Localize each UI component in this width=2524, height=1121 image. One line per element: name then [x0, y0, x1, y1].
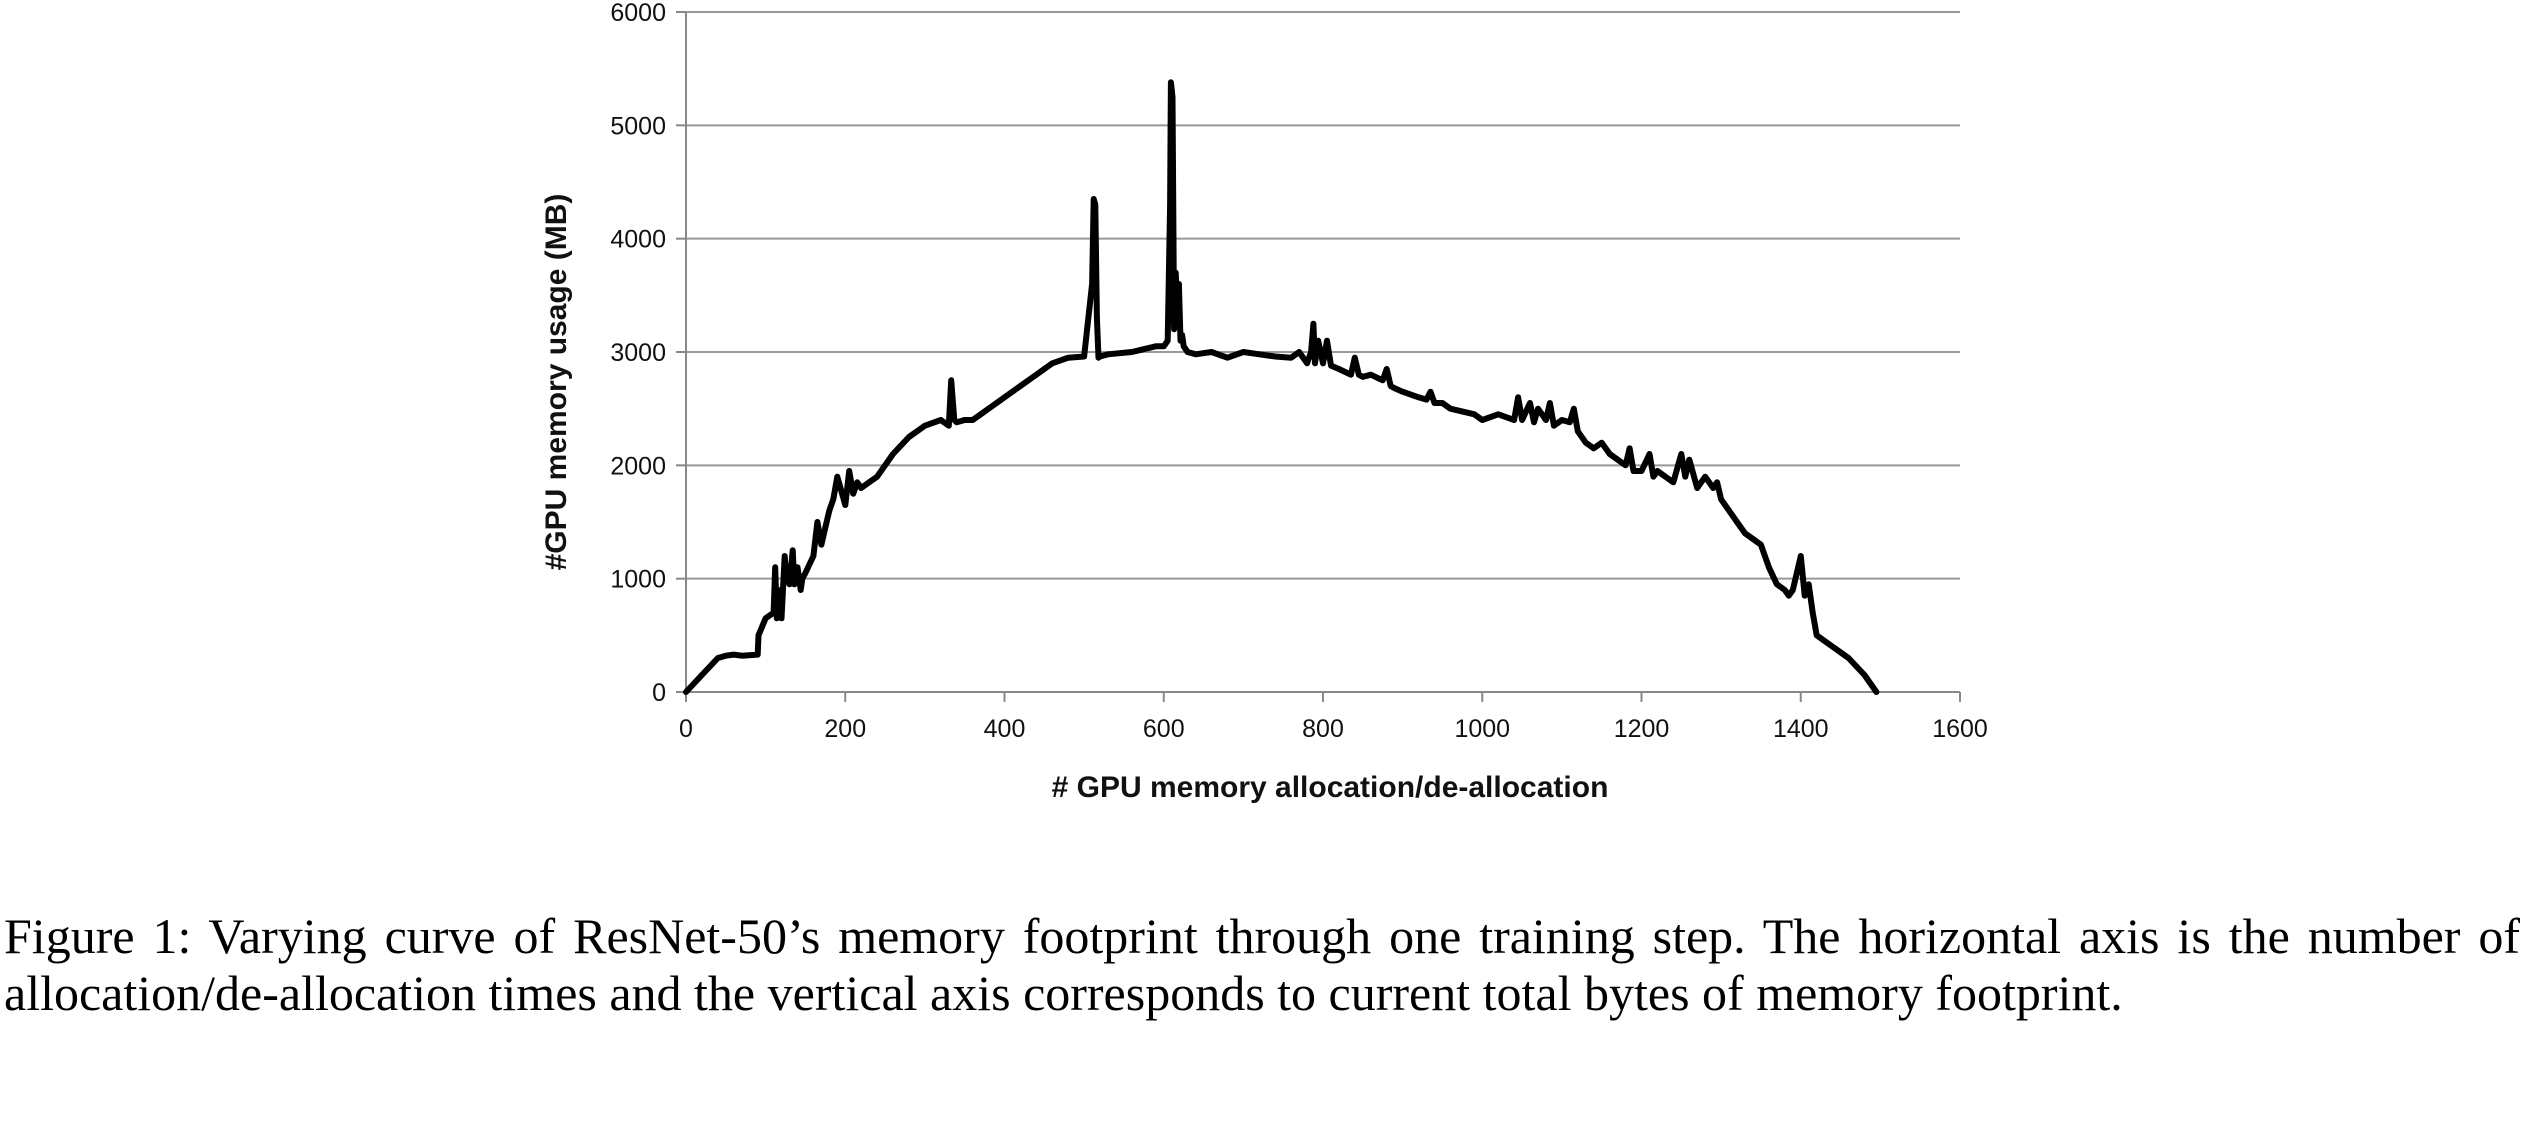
- memory-footprint-chart: 0 1000 2000 3000 4000 5000 6000 0 200 400 600 800 1…: [540, 0, 1988, 804]
- y-tick-label: 5000: [610, 112, 666, 140]
- x-axis-title: # GPU memory allocation/de-allocation: [1052, 771, 1609, 804]
- x-axis-ticks: 0 200 400 600 800 1000 1200 1400 1600: [679, 692, 1988, 743]
- x-tick-label: 0: [679, 715, 693, 743]
- y-tick-label: 2000: [610, 452, 666, 480]
- series-layer: [683, 79, 1880, 695]
- y-tick-label: 1000: [610, 566, 666, 594]
- x-tick-label: 600: [1143, 715, 1185, 743]
- series-line: [683, 79, 1880, 695]
- grid-lines: [686, 11, 1960, 580]
- x-tick-label: 800: [1302, 715, 1344, 743]
- x-tick-label: 1200: [1614, 715, 1670, 743]
- x-tick-label: 200: [824, 715, 866, 743]
- x-tick-label: 1400: [1773, 715, 1829, 743]
- x-tick-label: 400: [984, 715, 1026, 743]
- figure-caption: Figure 1: Varying curve of ResNet-50’s m…: [4, 908, 2520, 1021]
- y-axis-ticks: 0 1000 2000 3000 4000 5000 6000: [610, 0, 686, 707]
- y-tick-label: 4000: [610, 226, 666, 254]
- y-tick-label: 3000: [610, 339, 666, 367]
- y-tick-label: 0: [652, 679, 666, 707]
- x-tick-label: 1000: [1454, 715, 1510, 743]
- y-axis-title: #GPU memory usage (MB): [540, 194, 573, 571]
- x-tick-label: 1600: [1932, 715, 1988, 743]
- y-tick-label: 6000: [610, 0, 666, 27]
